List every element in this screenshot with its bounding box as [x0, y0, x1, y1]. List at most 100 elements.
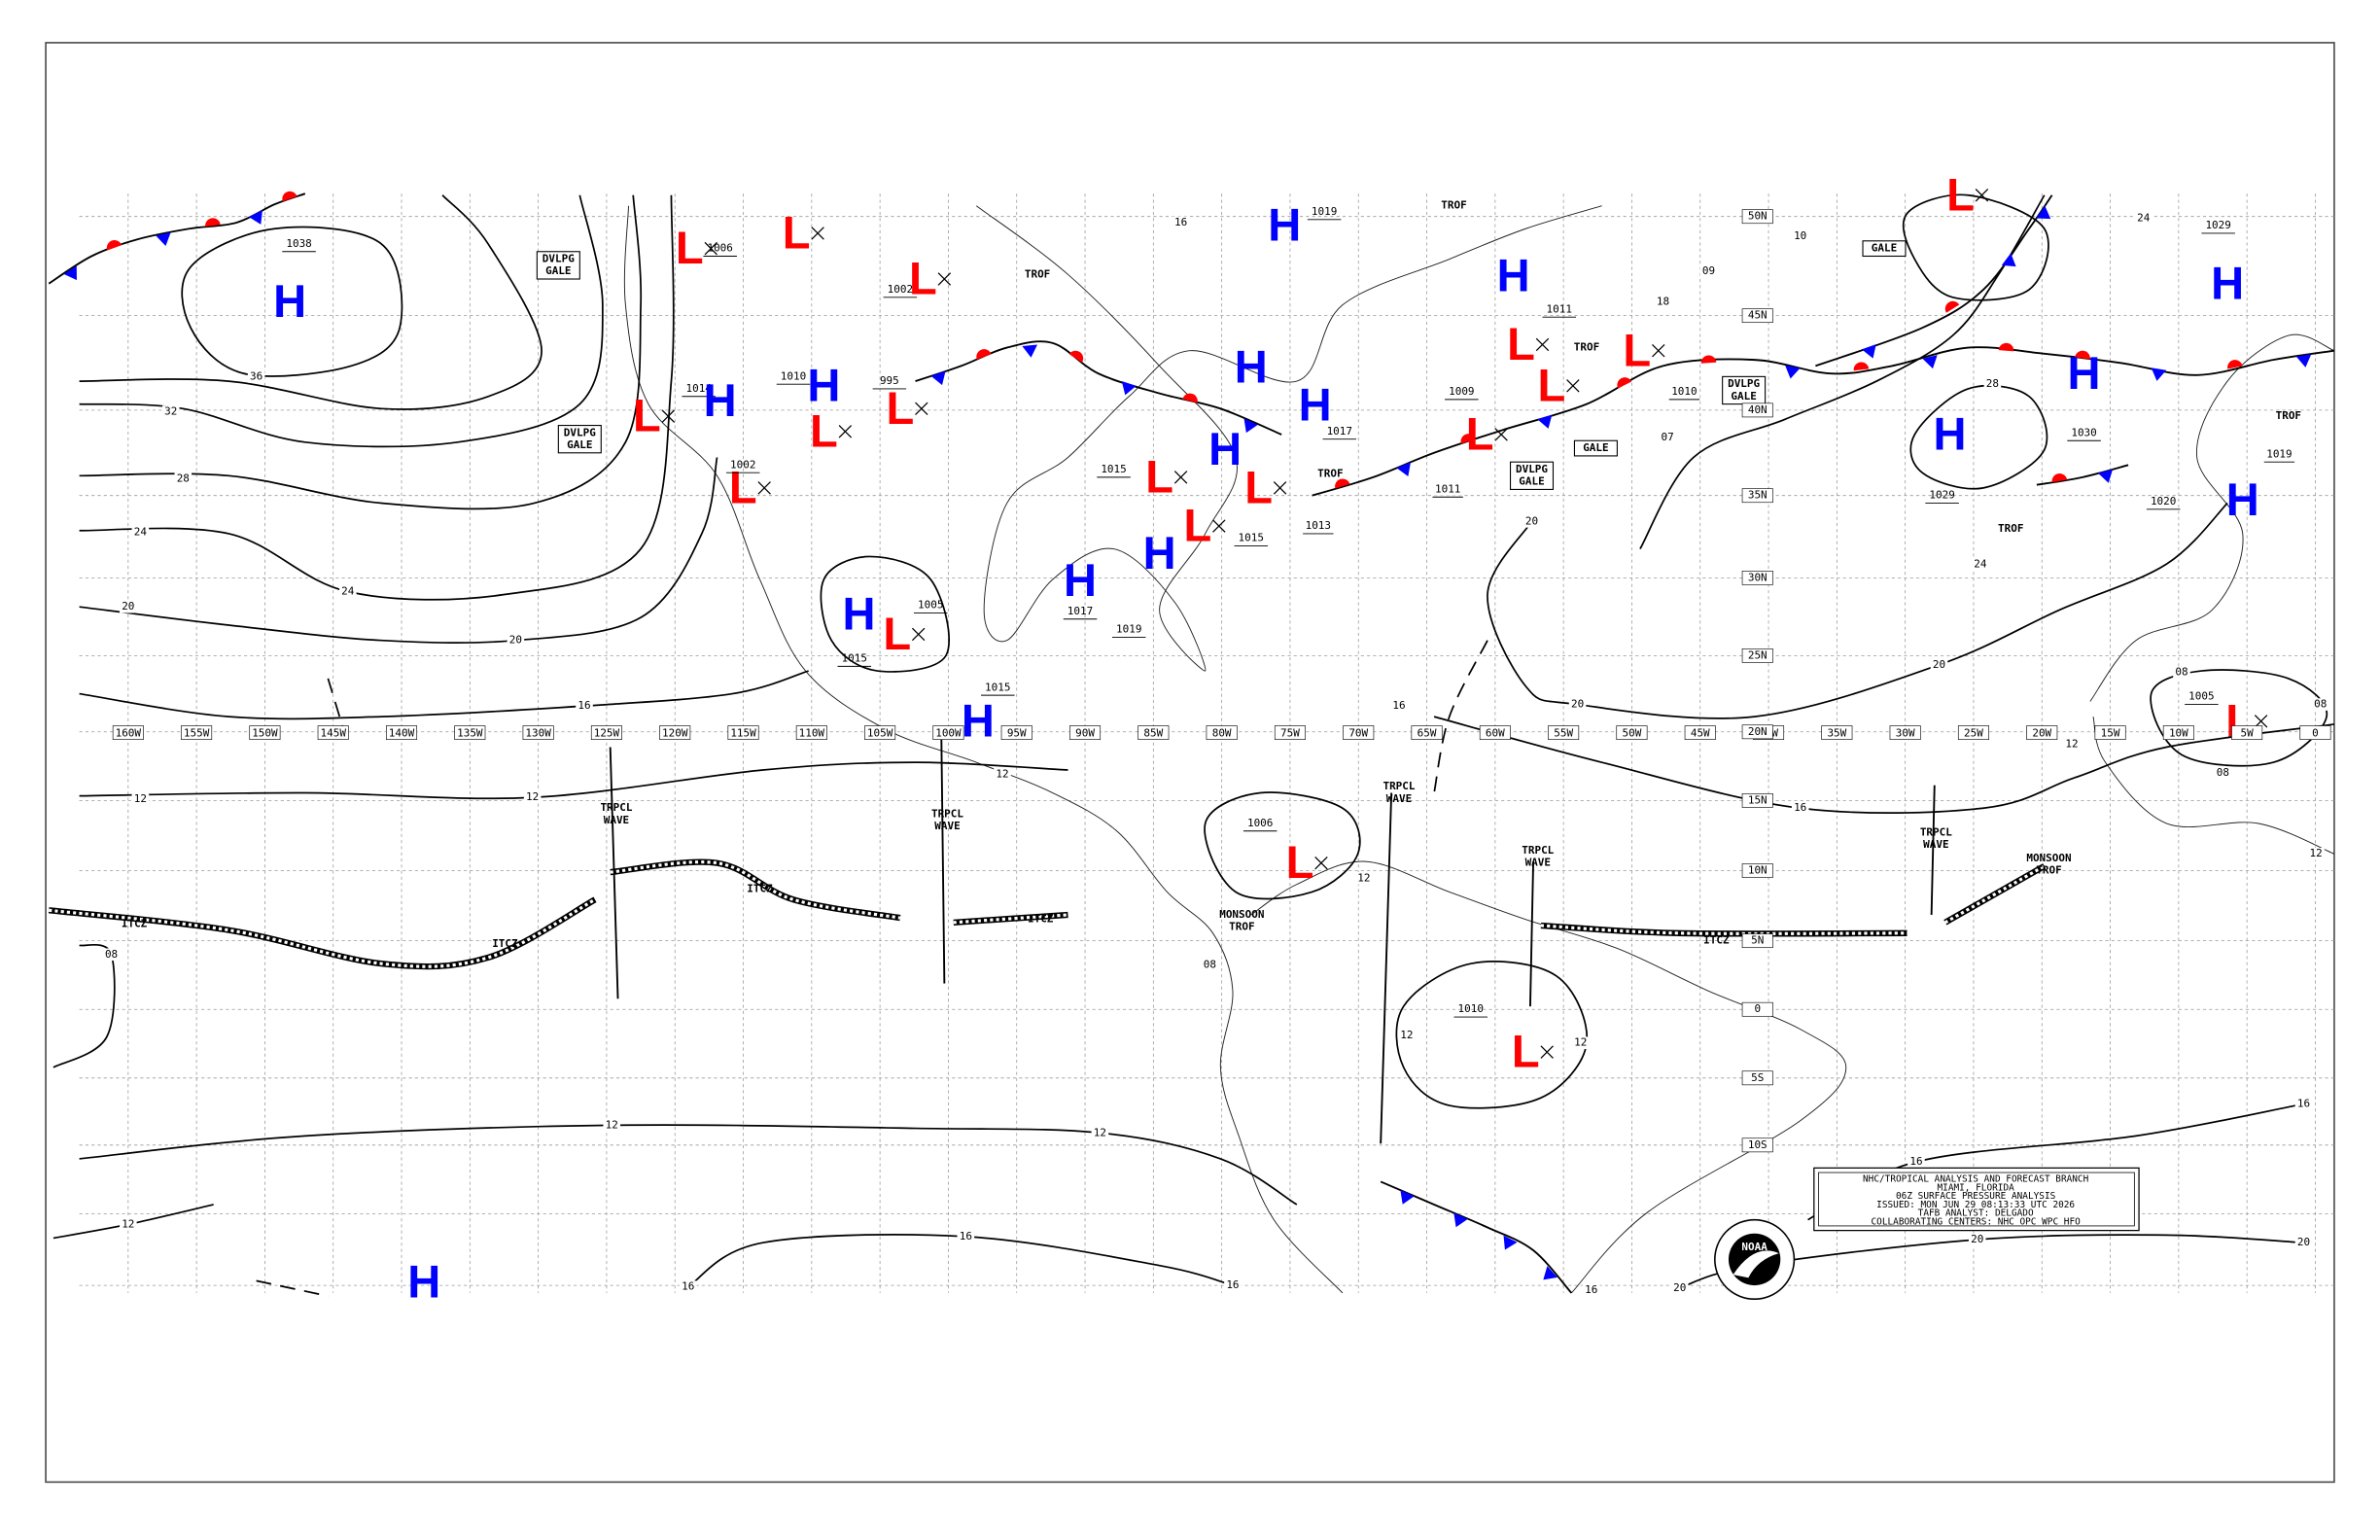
info-line: MIAMI, FLORIDA — [1937, 1182, 2014, 1193]
center-x — [1652, 343, 1665, 358]
itcz-hatch — [953, 913, 1068, 925]
pressure-center: H — [1268, 199, 1301, 251]
annotation: WAVE — [1386, 792, 1412, 805]
lon-label-box — [2231, 725, 2263, 740]
pressure-center: H — [1208, 423, 1242, 474]
pressure-center: H — [704, 374, 737, 426]
pressure-center: L — [676, 222, 704, 273]
isobar-label-bg — [131, 526, 150, 539]
lon-label: 60W — [1486, 726, 1505, 739]
isobar-label-bg — [523, 790, 542, 804]
isobar-label: 20 — [2297, 1236, 2310, 1248]
isobar-label: 12 — [996, 768, 1008, 781]
warm-front-marker — [282, 191, 298, 202]
isobar-label-bg — [1571, 1036, 1590, 1050]
lat-label-box — [1741, 724, 1773, 740]
cold-front-marker — [1453, 1212, 1468, 1228]
pressure-center: H — [842, 588, 875, 640]
cold-front-marker — [2036, 205, 2051, 220]
warm-front-marker — [1335, 478, 1350, 489]
cold-front-marker — [2151, 368, 2167, 381]
pressure-center: H — [1933, 408, 1966, 460]
lat-label-box — [1741, 1138, 1773, 1153]
pressure-center: L — [633, 390, 661, 441]
lon-label-box — [1616, 725, 1648, 740]
annotation: TROF — [2036, 864, 2061, 877]
cold-front-marker — [2001, 253, 2016, 267]
isobar-label-bg — [2263, 448, 2295, 461]
annotation: ITCZ — [122, 917, 148, 929]
itcz-hatch — [49, 897, 596, 968]
isobar-label-bg — [2134, 211, 2152, 225]
isobar-label: 24 — [341, 585, 355, 598]
front — [48, 192, 306, 285]
cold-front-marker — [1022, 344, 1038, 358]
annotation: GALE — [567, 438, 592, 451]
warm-front-marker — [2227, 360, 2243, 369]
isobar-label-bg — [174, 472, 192, 485]
center-pressure: 1029 — [1929, 489, 1954, 502]
annotation: MONSOON — [1219, 908, 1264, 921]
pressure-center: L — [1507, 318, 1535, 369]
center-pressure: 1017 — [1327, 425, 1352, 438]
coastline — [2089, 333, 2335, 702]
center-pressure: 1006 — [707, 242, 732, 255]
center-pressure: 1015 — [842, 652, 867, 665]
isobar-label-bg — [131, 792, 150, 806]
annotation: TROF — [1025, 267, 1050, 280]
lat-label-box — [1741, 209, 1773, 225]
pressure-center: H — [1299, 379, 1332, 431]
lon-label-box — [2026, 725, 2058, 740]
lat-label-box — [1741, 308, 1773, 324]
cold-front-marker — [1243, 418, 1258, 434]
lon-label-box — [1411, 725, 1443, 740]
pressure-center: H — [962, 694, 995, 746]
info-line: COLLABORATING CENTERS: NHC OPC WPC HFO — [1872, 1217, 2082, 1228]
lon-label: 160W — [116, 726, 142, 739]
center-pressure: 1019 — [1312, 205, 1337, 218]
isobar-label: 12 — [122, 1217, 134, 1230]
center-pressure: 1014 — [685, 382, 712, 395]
lat-label-box — [1741, 648, 1773, 663]
isobar-label-bg — [2294, 1236, 2313, 1249]
annotation: DVLPG — [1516, 463, 1548, 475]
isobar-label: 08 — [2217, 766, 2229, 779]
lon-label-box — [795, 725, 827, 740]
isobar — [1395, 961, 1589, 1109]
isobar-label: 20 — [1525, 514, 1538, 527]
isobar-label-bg — [2294, 1098, 2313, 1110]
lon-label-box — [932, 725, 964, 740]
lat-label: 40N — [1748, 403, 1768, 416]
isobar-label: 08 — [1204, 959, 1216, 971]
lon-label-box — [1548, 725, 1580, 740]
cold-front-marker — [63, 265, 77, 281]
pressure-center: H — [407, 1256, 440, 1308]
lon-label-box — [1069, 725, 1102, 740]
lat-label: 50N — [1748, 210, 1768, 223]
isobar-label: 16 — [682, 1280, 694, 1293]
isobar-label: 20 — [1933, 658, 1945, 671]
isobar-label: 12 — [1574, 1036, 1587, 1049]
lon-label: 50W — [1623, 726, 1642, 739]
pressure-center: L — [883, 608, 911, 659]
isobar — [79, 194, 542, 410]
isobar-label: 12 — [2309, 847, 2322, 859]
pressure-center: L — [1946, 168, 1975, 220]
isobar-label-bg — [247, 370, 265, 383]
lat-label-box — [1741, 933, 1773, 949]
isobar — [1902, 193, 2049, 301]
isobar-label: 16 — [1392, 699, 1405, 712]
lon-label-box — [1000, 725, 1032, 740]
warm-front-marker — [2051, 472, 2068, 483]
center-pressure: 1006 — [1247, 817, 1273, 829]
isobar-label-bg — [1908, 1155, 1925, 1169]
isobar-label: 08 — [2175, 666, 2188, 679]
center-pressure: 1038 — [286, 237, 311, 250]
center-pressure: 1017 — [1068, 605, 1093, 617]
lat-label-box — [1741, 792, 1773, 808]
center-pressure: 1015 — [1101, 463, 1126, 475]
isobar-label-bg — [1390, 699, 1408, 713]
pressure-center: H — [1497, 249, 1530, 300]
lon-label-box — [2299, 725, 2331, 740]
